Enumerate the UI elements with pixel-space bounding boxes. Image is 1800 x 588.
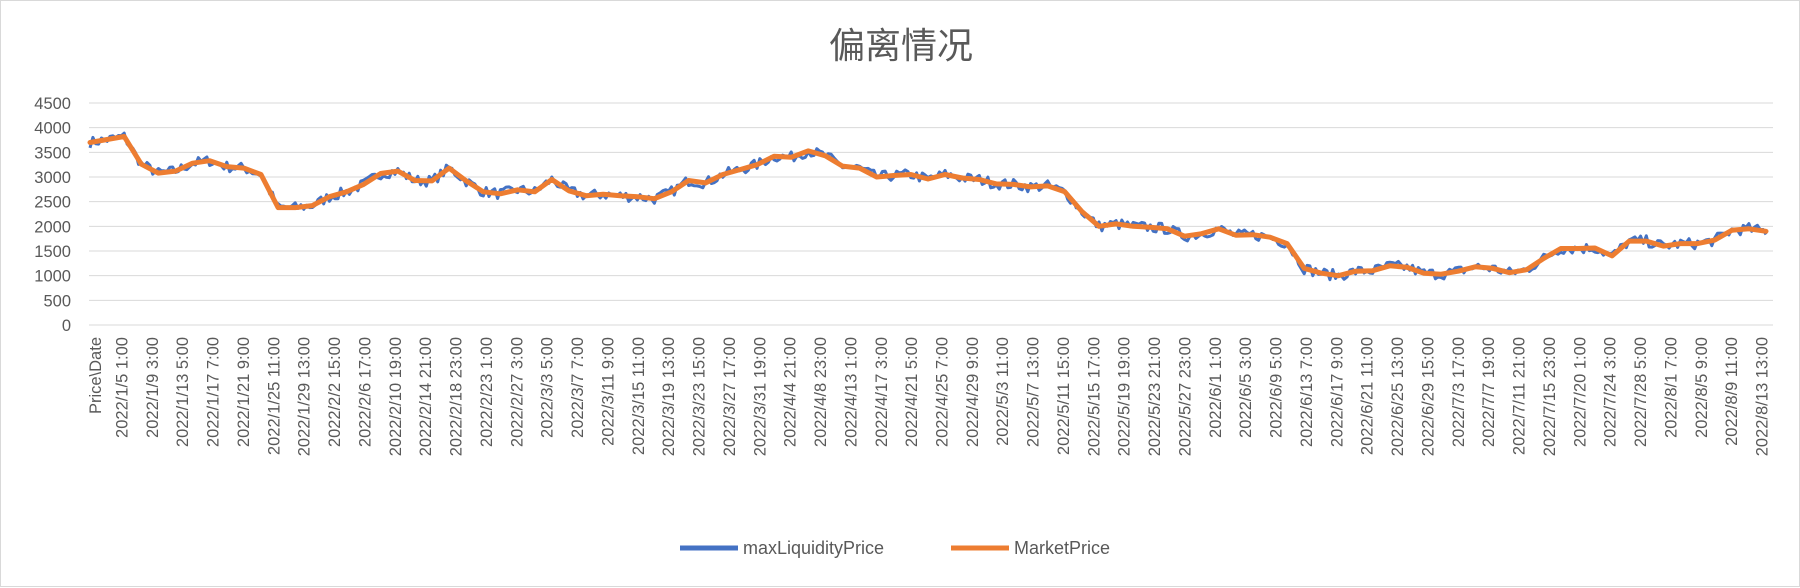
x-tick-label: 2022/1/17 7:00: [205, 337, 223, 447]
x-tick-label: 2022/6/9 5:00: [1268, 337, 1286, 438]
x-tick-label: 2022/4/21 5:00: [903, 337, 921, 447]
x-tick-label: 2022/5/15 17:00: [1085, 337, 1103, 456]
x-tick-label: 2022/3/27 17:00: [721, 337, 739, 456]
x-tick-label: 2022/5/11 15:00: [1055, 337, 1073, 455]
x-tick-label: 2022/5/19 19:00: [1116, 337, 1134, 456]
gridlines: [89, 102, 1773, 326]
x-tick-label: 2022/6/21 11:00: [1359, 337, 1377, 455]
y-tick-label: 4500: [34, 95, 71, 113]
x-tick-label: 2022/7/24 3:00: [1602, 337, 1620, 447]
legend-label-maxliquidity: maxLiquidityPrice: [743, 538, 884, 558]
x-tick-label: 2022/8/5 9:00: [1693, 337, 1711, 438]
y-tick-label: 1500: [34, 243, 71, 261]
x-tick-label: 2022/5/3 11:00: [994, 337, 1012, 446]
x-tick-label: 2022/7/11 21:00: [1511, 337, 1529, 455]
x-tick-label: 2022/2/14 21:00: [417, 337, 435, 456]
series-line-marketprice: [87, 134, 1769, 279]
chart-title: 偏离情况: [829, 25, 973, 66]
x-tick-label: 2022/6/13 7:00: [1298, 337, 1316, 447]
x-tick-label: 2022/1/13 5:00: [174, 337, 192, 447]
x-tick-label: 2022/5/27 23:00: [1176, 337, 1194, 456]
x-tick-label: 2022/2/2 15:00: [326, 337, 344, 447]
x-tick-label: 2022/4/8 23:00: [812, 337, 830, 447]
y-tick-label: 500: [43, 292, 71, 310]
x-corner-label: Price\Date: [87, 337, 105, 414]
x-tick-label: 2022/5/7 13:00: [1025, 337, 1043, 447]
x-tick-label: 2022/4/13 1:00: [842, 337, 860, 447]
x-tick-label: 2022/1/25 11:00: [265, 337, 283, 455]
x-tick-label: 2022/1/29 13:00: [296, 337, 314, 456]
x-tick-label: 2022/7/7 19:00: [1480, 337, 1498, 447]
x-tick-label: 2022/8/9 11:00: [1723, 337, 1741, 446]
y-tick-label: 1000: [34, 268, 71, 286]
legend-label-marketprice: MarketPrice: [1014, 538, 1110, 558]
x-tick-label: 2022/3/7 7:00: [569, 337, 587, 438]
x-tick-label: 2022/6/29 15:00: [1419, 337, 1437, 456]
x-tick-label: 2022/6/1 1:00: [1207, 337, 1225, 438]
x-tick-label: 2022/4/17 3:00: [873, 337, 891, 447]
y-tick-label: 3000: [34, 169, 71, 187]
y-tick-label: 2500: [34, 194, 71, 212]
x-tick-label: 2022/8/1 7:00: [1662, 337, 1680, 438]
x-tick-label: 2022/2/27 3:00: [508, 337, 526, 447]
series-lines: [87, 131, 1769, 282]
x-tick-label: 2022/6/25 13:00: [1389, 337, 1407, 456]
x-tick-label: 2022/1/9 3:00: [144, 337, 162, 438]
x-tick-label: 2022/3/23 15:00: [691, 337, 709, 456]
x-tick-label: 2022/4/29 9:00: [964, 337, 982, 447]
x-tick-label: 2022/7/28 5:00: [1632, 337, 1650, 447]
y-axis-ticks: 0 500 1000 1500 2000 2500 3000 3500 4000 4500: [34, 95, 71, 335]
x-tick-label: 2022/1/5 1:00: [114, 337, 132, 438]
x-tick-label: 2022/6/17 9:00: [1328, 337, 1346, 447]
series-line-maxliquidityprice: [88, 131, 1768, 282]
x-tick-label: 2022/2/6 17:00: [356, 337, 374, 447]
x-tick-label: 2022/3/19 13:00: [660, 337, 678, 456]
x-tick-label: 2022/3/3 5:00: [539, 337, 557, 438]
x-tick-label: 2022/7/15 23:00: [1541, 337, 1559, 456]
y-tick-label: 0: [62, 317, 71, 335]
y-tick-label: 3500: [34, 144, 71, 162]
x-tick-label: 2022/5/23 21:00: [1146, 337, 1164, 456]
x-tick-label: 2022/3/15 11:00: [630, 337, 648, 455]
x-axis-ticks: Price\Date 2022/1/5 1:00 2022/1/9 3:00 2022…: [87, 337, 1772, 456]
x-tick-label: 2022/7/20 1:00: [1571, 337, 1589, 447]
x-tick-label: 2022/1/21 9:00: [235, 337, 253, 447]
x-tick-label: 2022/2/10 19:00: [387, 337, 405, 456]
x-tick-label: 2022/8/13 13:00: [1754, 337, 1772, 456]
x-tick-label: 2022/2/18 23:00: [448, 337, 466, 456]
x-tick-label: 2022/2/23 1:00: [478, 337, 496, 447]
x-tick-label: 2022/7/3 17:00: [1450, 337, 1468, 447]
x-tick-label: 2022/3/11 9:00: [599, 337, 617, 446]
y-tick-label: 2000: [34, 218, 71, 236]
x-tick-label: 2022/6/5 3:00: [1237, 337, 1255, 438]
x-tick-label: 2022/4/25 7:00: [934, 337, 952, 447]
legend: maxLiquidityPrice MarketPrice: [680, 538, 1110, 558]
x-tick-label: 2022/3/31 19:00: [751, 337, 769, 456]
x-tick-label: 2022/4/4 21:00: [782, 337, 800, 447]
y-tick-label: 4000: [34, 120, 71, 138]
